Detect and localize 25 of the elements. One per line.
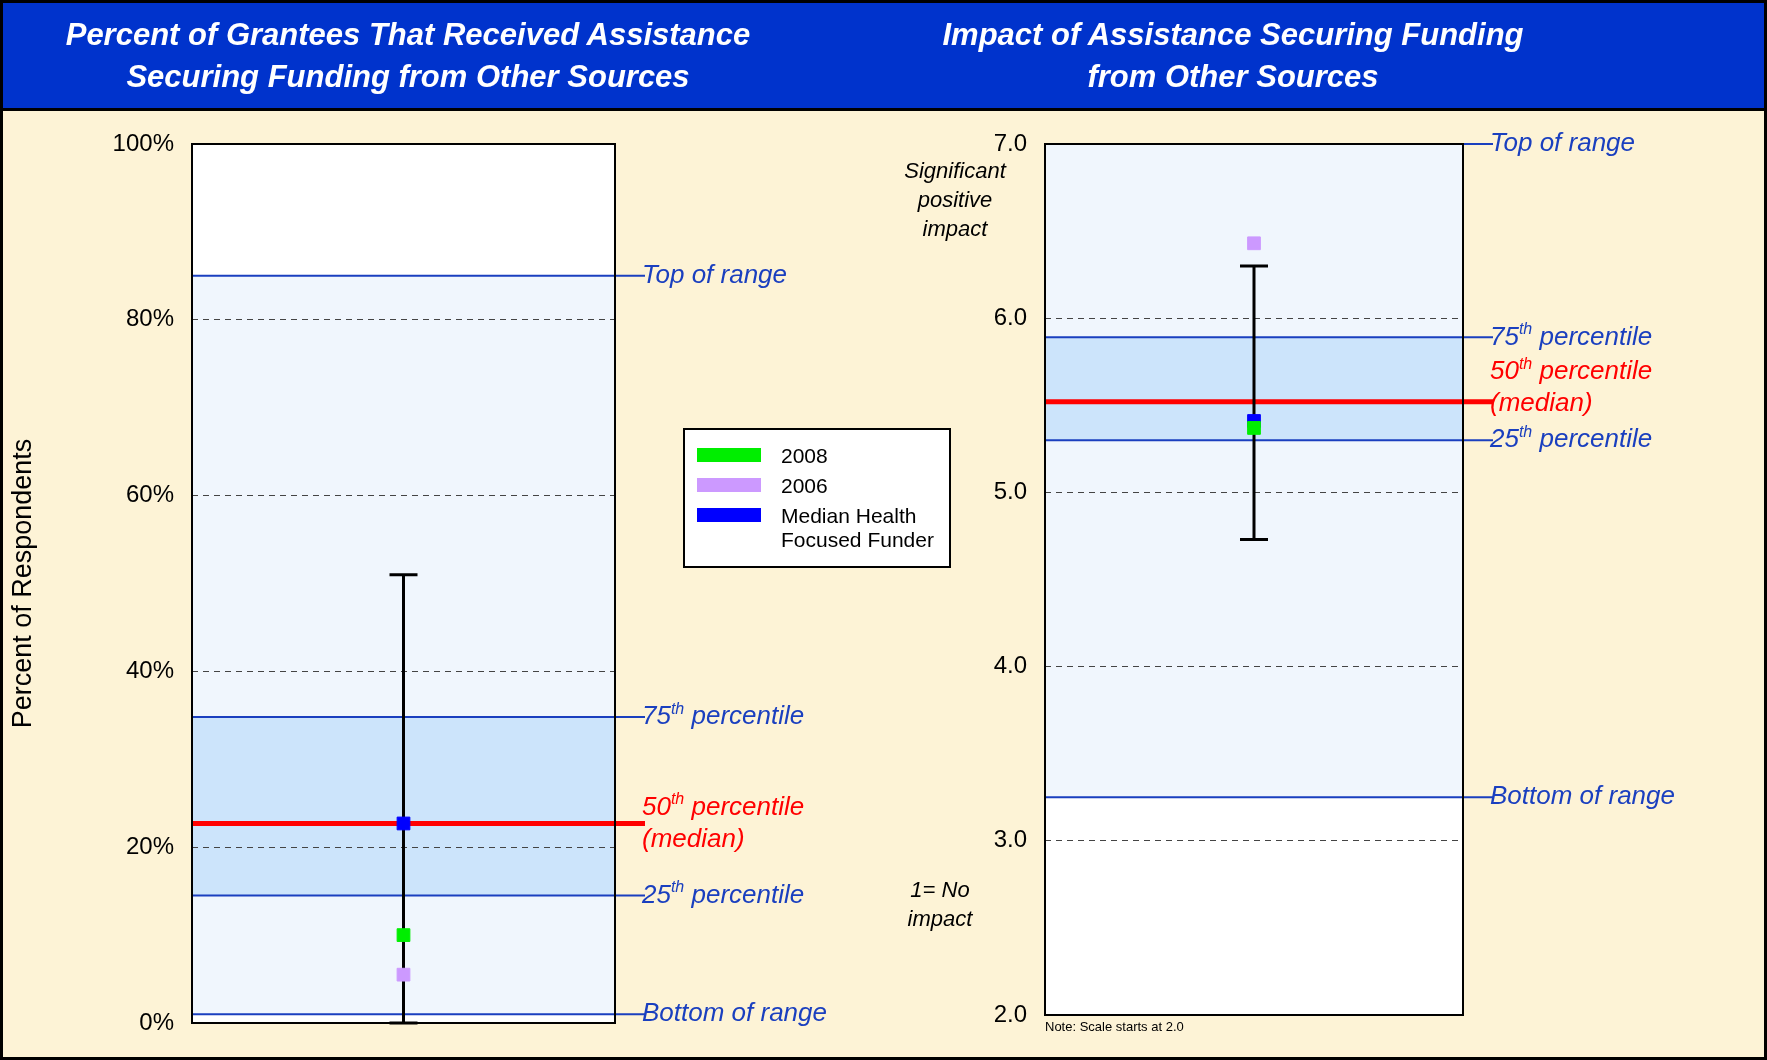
text: Note: Scale starts at 2.0	[1045, 1019, 1184, 1035]
y-tick-label: 2.0	[993, 999, 1027, 1027]
legend-label: 2006	[781, 474, 828, 498]
y-tick-label: 6.0	[993, 302, 1027, 330]
text: 1= No impact	[906, 876, 974, 933]
legend-label: Median Health Focused Funder	[781, 504, 935, 552]
y-tick-label: 4.0	[993, 651, 1027, 679]
legend-label: 2008	[781, 444, 828, 468]
y-tick-label: 100%	[112, 128, 174, 156]
y-tick-label: 60%	[125, 480, 174, 508]
y-tick-label: 3.0	[993, 825, 1027, 853]
y-tick-label: 80%	[125, 304, 174, 332]
ref-line-label: Top of range	[1490, 127, 1636, 158]
y-tick-label: 7.0	[993, 128, 1027, 156]
ref-line-label: Bottom of range	[642, 997, 827, 1028]
chart-title: Impact of Assistance Securing Funding from Other Sources	[941, 15, 1525, 96]
ref-line-label: Top of range	[642, 259, 788, 290]
y-tick-label: 20%	[125, 831, 174, 859]
y-tick-label: 5.0	[993, 477, 1027, 505]
chart-title: Percent of Grantees That Received Assistance Securing Funding from Other Sources	[64, 15, 752, 96]
y-tick-label: 0%	[139, 1007, 174, 1035]
y-axis-title: Percent of Respondents	[6, 438, 37, 729]
ref-line-label: Bottom of range	[1490, 780, 1675, 811]
y-tick-label: 40%	[125, 656, 174, 684]
text: Significant positive impact	[903, 157, 1008, 243]
